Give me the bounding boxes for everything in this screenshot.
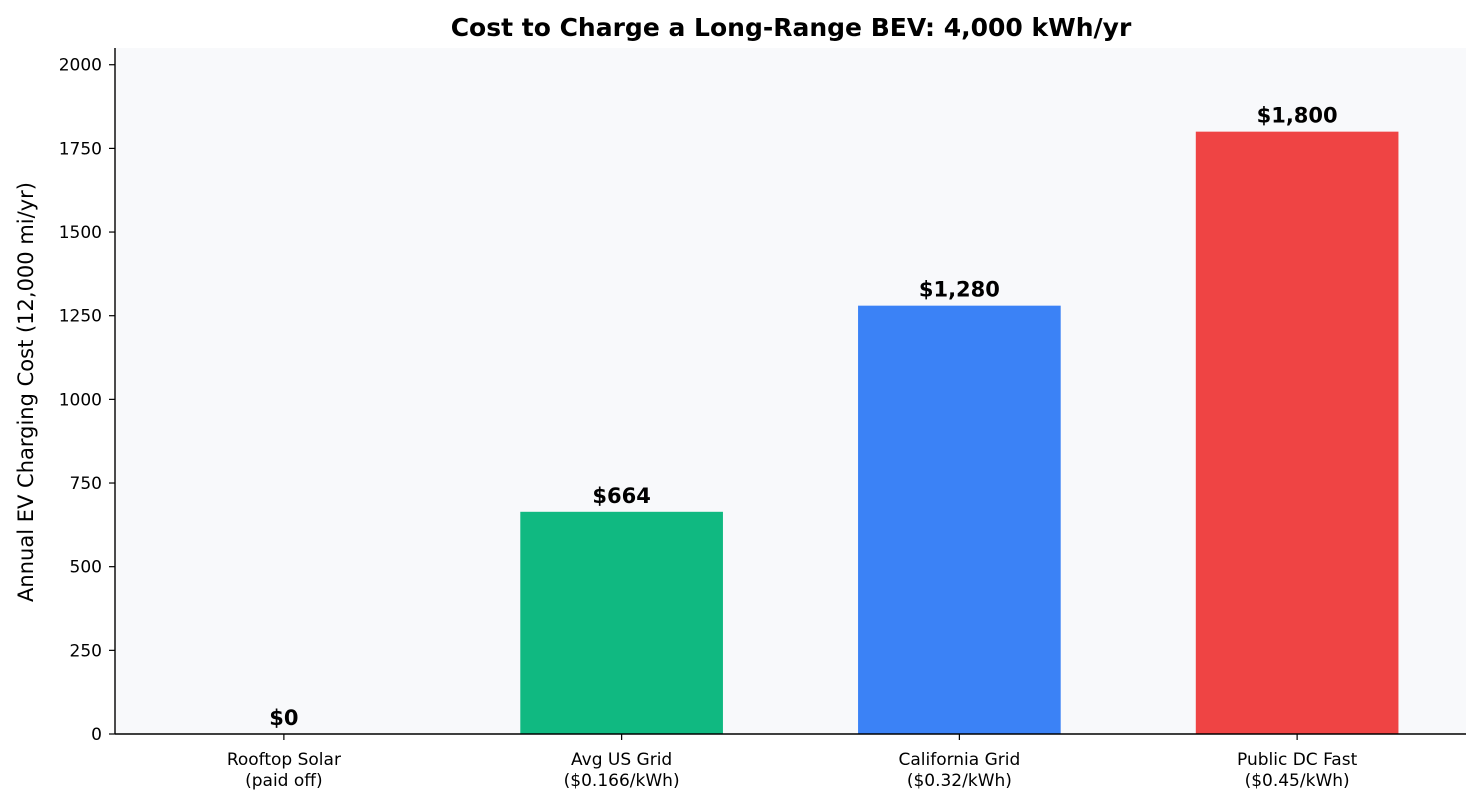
bar <box>520 511 723 734</box>
bar-value-label: $1,800 <box>1257 104 1338 128</box>
y-tick-label: 1750 <box>59 139 102 159</box>
x-tick-label: ($0.45/kWh) <box>1245 771 1350 791</box>
y-axis-label: Annual EV Charging Cost (12,000 mi/yr) <box>14 182 38 602</box>
y-tick-label: 750 <box>70 474 102 494</box>
y-tick-label: 2000 <box>59 56 102 76</box>
y-tick-label: 1000 <box>59 390 102 410</box>
x-tick-label: Rooftop Solar <box>227 750 341 770</box>
x-tick-label: ($0.166/kWh) <box>564 771 680 791</box>
bar-value-label: $0 <box>269 706 298 730</box>
x-axis: Rooftop Solar(paid off) Avg US Grid($0.16… <box>227 734 1358 791</box>
x-tick-label: Avg US Grid <box>571 750 672 770</box>
value-labels: $0 $664 $1,280 $1,800 <box>269 104 1337 730</box>
x-tick-label: ($0.32/kWh) <box>907 771 1012 791</box>
chart-title: Cost to Charge a Long-Range BEV: 4,000 k… <box>451 13 1132 42</box>
bar <box>1195 131 1399 734</box>
y-axis: 0 250 500 750 1000 1250 1500 1750 2000 <box>59 56 115 745</box>
bars <box>520 131 1399 734</box>
y-tick-label: 1250 <box>59 307 102 327</box>
x-tick-label: Public DC Fast <box>1237 750 1358 770</box>
bar <box>858 305 1061 734</box>
bar-value-label: $1,280 <box>919 278 1000 302</box>
y-tick-label: 1500 <box>59 223 102 243</box>
x-tick-label: California Grid <box>898 750 1020 770</box>
x-tick-label: (paid off) <box>245 771 323 791</box>
y-tick-label: 250 <box>70 641 102 661</box>
y-tick-label: 0 <box>91 725 102 745</box>
bar-value-label: $664 <box>592 484 650 508</box>
y-tick-label: 500 <box>70 558 102 578</box>
